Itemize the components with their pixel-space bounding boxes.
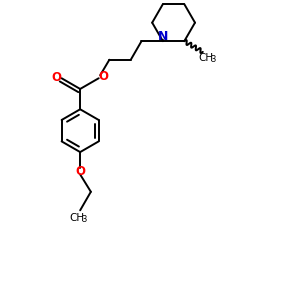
Text: 3: 3 — [81, 215, 87, 224]
Text: N: N — [158, 30, 168, 43]
Text: CH: CH — [70, 213, 85, 223]
Text: CH: CH — [198, 53, 213, 63]
Text: O: O — [98, 70, 108, 83]
Text: O: O — [75, 165, 85, 178]
Text: O: O — [52, 71, 62, 84]
Text: 3: 3 — [210, 56, 215, 64]
